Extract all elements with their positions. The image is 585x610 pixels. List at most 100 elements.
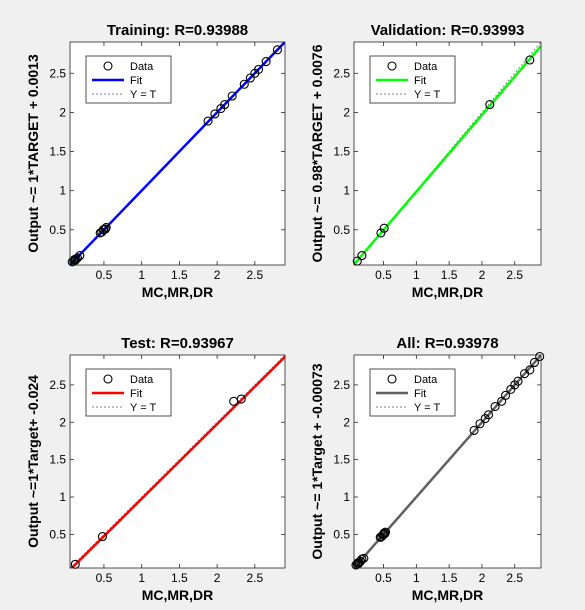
chart-3-x-axis-label: MC,MR,DR <box>142 587 214 603</box>
chart-1-data-point <box>239 79 249 89</box>
chart-3: 0.5 1 1.5 2 2.5 0.5 1 1.5 2 2.5 Test: R=0.93967 MC,… <box>25 335 286 603</box>
chart-3-y-tick-label: 0.5 <box>49 527 66 541</box>
chart-4-data-point <box>359 553 369 563</box>
chart-4-data-point <box>513 376 523 386</box>
chart-2-y-tick-label: 1.5 <box>333 145 350 159</box>
chart-1-data-point <box>75 251 85 261</box>
chart-1-y-axis-label: Output ~= 1*TARGET + 0.0013 <box>25 54 41 253</box>
chart-4-data-point <box>378 530 388 540</box>
chart-3-y-tick-label: 2.5 <box>49 378 66 392</box>
chart-3-data-point <box>97 532 107 542</box>
chart-4-x-tick-label: 1 <box>413 571 420 585</box>
chart-4-y-tick-label: 2.5 <box>333 378 350 392</box>
chart-3-legend-label: Y = T <box>130 402 156 414</box>
chart-2-x-tick-label: 2.5 <box>506 268 523 282</box>
chart-3-x-tick-label: 2 <box>214 571 221 585</box>
chart-1-legend-label: Fit <box>130 75 142 87</box>
chart-4-data-point <box>379 528 389 538</box>
chart-2-title: Validation: R=0.93993 <box>371 22 525 39</box>
chart-3-data-point <box>236 394 246 404</box>
chart-4-data-point <box>469 425 479 436</box>
chart-1-data-point <box>72 253 83 263</box>
chart-4-data-point <box>356 556 366 566</box>
chart-1-legend: Data Fit Y = T <box>85 55 172 104</box>
chart-1-x-tick-label: 1 <box>138 268 145 282</box>
chart-3-x-tick-label: 0.5 <box>96 571 113 585</box>
chart-3-y-axis-label: Output ~=1*Target+ -0.024 <box>25 375 41 548</box>
chart-2-legend-data-marker <box>387 61 397 71</box>
chart-1-data-point <box>99 225 109 235</box>
chart-2-data-point <box>485 100 495 110</box>
chart-1-axes-frame <box>69 41 286 266</box>
chart-4-y-axis-label: Output ~= 1*Target + -0.00073 <box>309 363 325 559</box>
chart-4-data-point <box>490 402 500 412</box>
chart-2-x-tick-label: 1.5 <box>441 268 458 282</box>
chart-4-fit-line <box>354 355 541 568</box>
chart-3-legend-label: Fit <box>130 388 142 400</box>
chart-2-legend-label: Fit <box>414 75 426 87</box>
chart-1-data-point <box>272 45 283 55</box>
chart-4-title: All: R=0.93978 <box>396 335 498 352</box>
chart-2-y-tick-label: 1 <box>343 184 350 198</box>
chart-4-y-tick-label: 2 <box>343 415 350 429</box>
chart-1-x-tick-label: 0.5 <box>96 268 113 282</box>
chart-2-data-point <box>525 55 535 65</box>
chart-1-legend-label: Y = T <box>130 89 156 101</box>
chart-3-identity-line <box>70 355 285 568</box>
chart-4-x-tick-label: 1.5 <box>441 571 458 585</box>
chart-1-data-point <box>220 100 230 110</box>
chart-4-data-point <box>501 390 511 400</box>
chart-2-data-point <box>357 251 367 261</box>
chart-1-y-tick-label: 2 <box>59 105 66 119</box>
chart-1-x-axis-label: MC,MR,DR <box>142 284 214 300</box>
chart-4-legend-data-marker <box>387 374 397 384</box>
chart-4-x-tick-label: 2.5 <box>506 571 523 585</box>
chart-1-data-point <box>203 116 213 126</box>
chart-4-x-tick-label: 2 <box>479 571 486 585</box>
chart-1-y-tick-label: 1.5 <box>49 145 66 159</box>
chart-3-legend-data-marker <box>103 374 113 384</box>
chart-1-y-tick-label: 0.5 <box>49 223 66 237</box>
chart-4-axes-frame <box>353 354 542 569</box>
chart-2-y-tick-label: 0.5 <box>333 223 350 237</box>
chart-4-legend-label: Data <box>414 374 438 386</box>
chart-3-legend: Data Fit Y = T <box>85 368 172 417</box>
chart-2-legend: Data Fit Y = T <box>369 55 456 104</box>
chart-4-data-point <box>475 419 485 429</box>
chart-3-title: Test: R=0.93967 <box>121 335 234 352</box>
chart-2-y-axis-label: Output ~= 0.98*TARGET + 0.0076 <box>309 44 325 262</box>
chart-1-y-tick-label: 2.5 <box>49 66 66 80</box>
chart-1-data-point <box>245 73 255 83</box>
chart-3-x-tick-label: 2.5 <box>246 571 263 585</box>
chart-4: 0.5 1 1.5 2 2.5 0.5 1 1.5 2 2.5 All: R=0.93978 MC,M… <box>309 335 545 603</box>
chart-2-data-point <box>376 228 386 238</box>
chart-1-x-tick-label: 1.5 <box>171 268 188 282</box>
chart-3-legend-label: Data <box>130 374 154 386</box>
chart-2-axes-frame <box>353 41 542 266</box>
chart-2-x-tick-label: 1 <box>413 268 420 282</box>
chart-4-y-tick-label: 1.5 <box>333 453 350 467</box>
chart-1: 0.5 1 1.5 2 2.5 0.5 1 1.5 2 2.5 Training: R=0.9398… <box>25 22 286 300</box>
chart-3-x-tick-label: 1 <box>138 571 145 585</box>
chart-1-x-tick-label: 2 <box>214 268 221 282</box>
chart-4-data-point <box>483 410 494 420</box>
chart-3-y-tick-label: 1.5 <box>49 453 66 467</box>
chart-1-legend-label: Data <box>130 61 154 73</box>
chart-1-data-point <box>101 222 111 232</box>
chart-1-data-point <box>261 57 271 67</box>
chart-4-x-axis-label: MC,MR,DR <box>412 587 484 603</box>
chart-2-x-tick-label: 2 <box>479 268 486 282</box>
chart-4-data-point <box>529 357 539 368</box>
chart-4-legend-label: Y = T <box>414 402 440 414</box>
chart-2-data-point <box>379 223 389 233</box>
chart-1-data-point <box>254 64 264 74</box>
chart-2-y-tick-label: 2 <box>343 105 350 119</box>
chart-4-x-tick-label: 0.5 <box>375 571 392 585</box>
chart-1-data-point <box>227 91 237 101</box>
chart-4-y-tick-label: 1 <box>343 490 350 504</box>
chart-3-y-tick-label: 1 <box>59 490 66 504</box>
chart-4-legend-label: Fit <box>414 388 426 400</box>
chart-2-legend-label: Data <box>414 61 438 73</box>
chart-2-fit-line <box>354 45 541 265</box>
